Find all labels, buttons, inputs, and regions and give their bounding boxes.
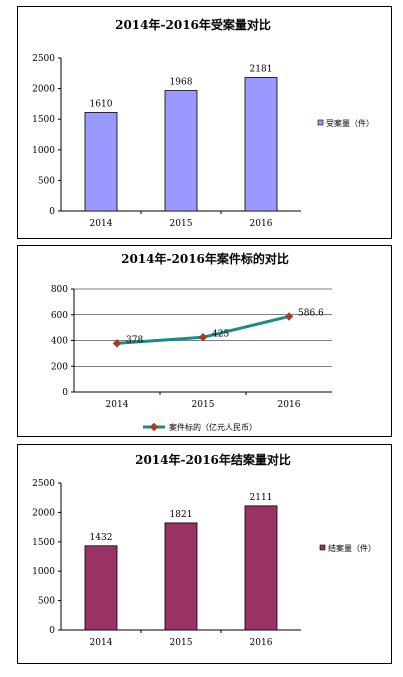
- y-tick-label: 2500: [32, 54, 55, 64]
- x-tick-label: 2014: [90, 638, 113, 648]
- y-tick-label: 600: [51, 311, 68, 321]
- legend-swatch: [319, 544, 326, 551]
- y-tick-label: 1500: [32, 538, 55, 548]
- x-tick-label: 2015: [170, 638, 193, 648]
- cases-closed-chart: 2014年-2016年结案量对比 0 500 1000 1500 2000 2500 1432…: [32, 452, 376, 648]
- x-tick-label: 2015: [170, 219, 193, 229]
- chart-title: 2014年-2016年案件标的对比: [121, 251, 289, 266]
- bar: [244, 505, 278, 631]
- bar: [164, 90, 198, 212]
- y-tick-label: 2000: [32, 508, 55, 518]
- legend-label: 结案量（件）: [328, 543, 376, 553]
- y-tick-label: 2000: [32, 85, 55, 95]
- chart-panel-cases-closed: 2014年-2016年结案量对比 0 500 1000 1500 2000 2500 1432…: [17, 444, 392, 664]
- y-tick-label: 500: [38, 176, 55, 186]
- data-label: 2111: [250, 493, 273, 503]
- y-tick-label: 200: [51, 362, 68, 372]
- legend-marker: [149, 422, 159, 432]
- legend-swatch: [317, 119, 324, 126]
- chart-panel-cases-received: 2014年-2016年受案量对比 0 500 1000 1500 2000 2500 1610…: [17, 6, 392, 239]
- x-tick-label: 2016: [250, 638, 273, 648]
- x-tick-label: 2014: [90, 219, 113, 229]
- data-label: 1968: [170, 78, 193, 88]
- y-tick-label: 1500: [32, 115, 55, 125]
- data-label: 586.6: [298, 308, 324, 318]
- y-tick-label: 0: [62, 388, 68, 398]
- legend-label: 受案量（件）: [326, 118, 374, 128]
- chart-title: 2014年-2016年受案量对比: [115, 17, 271, 32]
- bar: [84, 112, 118, 212]
- x-tick-label: 2015: [192, 400, 215, 410]
- x-tick-label: 2016: [250, 219, 273, 229]
- data-label: 1432: [90, 533, 113, 543]
- x-tick-label: 2014: [106, 400, 129, 410]
- bar: [244, 77, 278, 212]
- case-value-chart: 2014年-2016年案件标的对比 0 200 400 600 800 378 2014 425…: [51, 251, 332, 432]
- y-tick-label: 2500: [32, 479, 55, 489]
- data-label: 1610: [90, 99, 113, 109]
- legend-label: 案件标的（亿元人民币）: [169, 422, 257, 432]
- chart-title: 2014年-2016年结案量对比: [135, 452, 291, 467]
- data-label: 378: [126, 335, 143, 345]
- bar: [164, 522, 198, 631]
- bar: [84, 545, 118, 631]
- y-tick-label: 800: [51, 285, 68, 295]
- data-label: 2181: [250, 65, 273, 75]
- data-point: [284, 312, 294, 321]
- y-tick-label: 0: [49, 207, 55, 217]
- y-tick-label: 500: [38, 597, 55, 607]
- y-tick-label: 400: [51, 337, 68, 347]
- y-tick-label: 1000: [32, 146, 55, 156]
- y-tick-label: 0: [49, 626, 55, 636]
- chart-panel-case-value: 2014年-2016年案件标的对比 0 200 400 600 800 378 2014 425…: [17, 245, 392, 437]
- data-point: [198, 333, 208, 342]
- cases-received-chart: 2014年-2016年受案量对比 0 500 1000 1500 2000 2500 1610…: [32, 17, 374, 229]
- data-label: 425: [212, 329, 229, 339]
- data-label: 1821: [170, 510, 193, 520]
- x-tick-label: 2016: [278, 400, 301, 410]
- y-tick-label: 1000: [32, 567, 55, 577]
